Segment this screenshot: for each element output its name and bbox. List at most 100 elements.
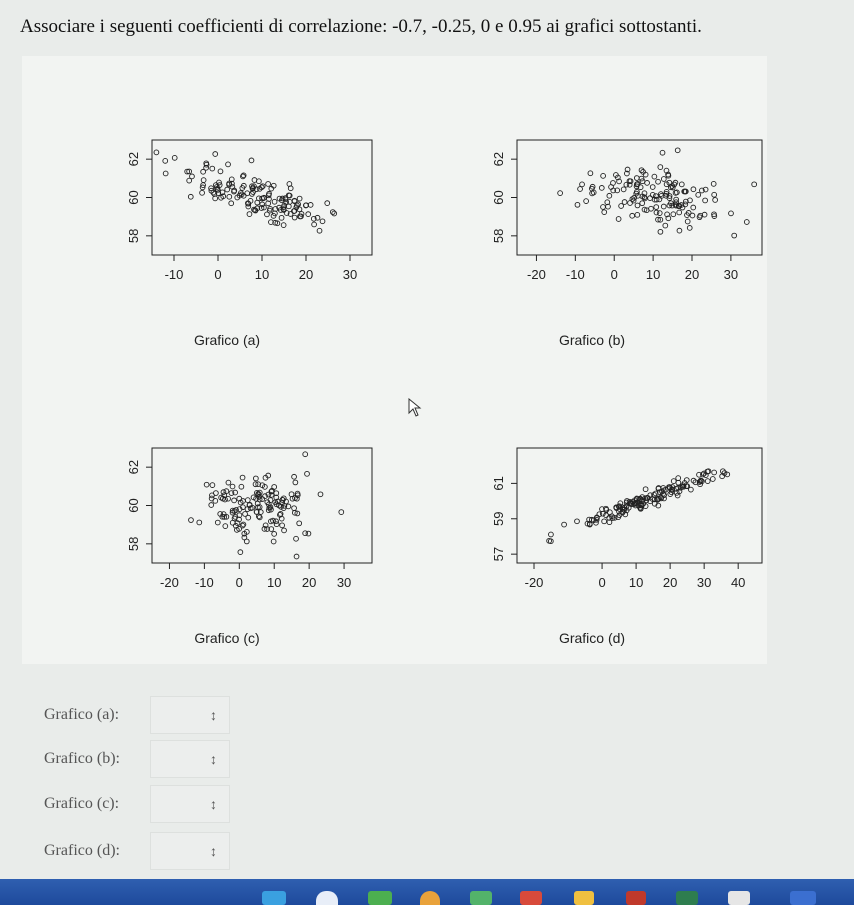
x-tick-label: 0 — [611, 267, 618, 282]
data-point — [219, 189, 226, 196]
data-point — [237, 549, 244, 556]
data-point — [678, 181, 685, 188]
data-point — [255, 504, 261, 511]
app-icon[interactable] — [470, 891, 492, 905]
data-point — [225, 479, 232, 486]
app-icon[interactable] — [368, 891, 392, 905]
data-point — [293, 535, 299, 542]
x-tick-label: -10 — [566, 267, 585, 282]
data-point — [603, 507, 610, 513]
data-point — [613, 504, 620, 511]
app-icon[interactable] — [676, 891, 698, 905]
data-point — [642, 171, 649, 178]
data-point — [250, 189, 256, 195]
x-tick-label: 20 — [685, 267, 699, 282]
data-point — [216, 182, 223, 188]
data-point — [329, 209, 336, 215]
data-point — [225, 495, 231, 502]
data-point — [220, 489, 227, 495]
data-point — [232, 489, 239, 496]
data-point — [653, 209, 660, 216]
data-point — [600, 204, 606, 210]
data-point — [209, 165, 216, 172]
data-point — [665, 171, 671, 178]
data-point — [228, 200, 235, 207]
data-point — [262, 493, 268, 499]
data-point — [557, 190, 563, 196]
data-point — [651, 491, 657, 498]
x-tick-label: 20 — [302, 575, 316, 590]
answer-label-a: Grafico (a): — [44, 706, 120, 723]
data-point — [280, 505, 287, 511]
data-point — [272, 499, 279, 506]
y-tick-label: 58 — [126, 229, 141, 243]
app-icon[interactable] — [520, 891, 542, 905]
data-point — [200, 168, 206, 175]
data-point — [675, 479, 682, 486]
plot-b: -20 -10 0 10 20 30 58 60 62 Grafico (b) — [407, 122, 777, 432]
figure-panel: -10 0 10 20 30 58 60 62 Grafico (a) -20 -10 0 10 20… — [22, 56, 767, 664]
data-point — [291, 208, 297, 214]
data-point — [285, 203, 292, 210]
data-point — [709, 476, 716, 482]
data-point — [215, 190, 222, 197]
data-point — [623, 499, 630, 506]
data-point — [264, 526, 270, 532]
data-point — [688, 486, 694, 493]
data-point — [579, 181, 585, 188]
data-point — [317, 491, 324, 498]
windows-icon[interactable] — [262, 891, 286, 905]
data-point — [634, 211, 641, 218]
data-point — [228, 176, 235, 183]
data-point — [615, 174, 621, 181]
data-point — [277, 511, 283, 518]
data-point — [666, 179, 673, 186]
answer-select-c[interactable]: ↕ — [150, 785, 230, 823]
data-point — [622, 511, 629, 518]
data-point — [274, 220, 281, 227]
data-point — [601, 518, 607, 525]
data-point — [217, 168, 224, 175]
data-point — [291, 473, 297, 480]
app-icon[interactable] — [626, 891, 646, 905]
data-point — [681, 480, 688, 486]
browser-icon[interactable] — [420, 891, 440, 905]
data-point — [229, 509, 236, 516]
answer-select-d[interactable]: ↕ — [150, 832, 230, 870]
data-point — [279, 522, 285, 529]
app-icon[interactable] — [728, 891, 750, 905]
data-point — [243, 538, 250, 545]
answer-label-c: Grafico (c): — [44, 795, 120, 812]
data-point — [269, 487, 275, 494]
data-point — [655, 178, 661, 185]
data-point — [239, 522, 246, 529]
data-point — [670, 478, 677, 484]
data-point — [673, 199, 680, 206]
data-point — [259, 201, 266, 208]
data-point — [184, 168, 191, 175]
data-point — [261, 526, 268, 532]
data-point — [687, 197, 693, 204]
data-point — [586, 520, 593, 527]
data-point — [591, 517, 597, 523]
answer-select-b[interactable]: ↕ — [150, 740, 230, 778]
app-icon[interactable] — [790, 891, 816, 905]
data-point — [629, 212, 636, 219]
data-point — [583, 198, 589, 204]
data-point — [641, 194, 648, 201]
x-tick-label: -20 — [525, 575, 544, 590]
search-icon[interactable] — [316, 891, 338, 905]
plot-a: -10 0 10 20 30 58 60 62 Grafico (a) — [42, 122, 412, 432]
data-point — [711, 469, 717, 476]
answer-select-a[interactable]: ↕ — [150, 696, 230, 734]
data-point — [162, 158, 169, 164]
folder-icon[interactable] — [574, 891, 594, 905]
data-point — [239, 185, 246, 191]
x-tick-label: 0 — [236, 575, 243, 590]
answer-label-b: Grafico (b): — [44, 750, 120, 767]
data-point — [212, 182, 219, 188]
data-point — [677, 484, 684, 491]
data-point — [226, 181, 232, 188]
data-point — [657, 216, 664, 223]
data-point — [604, 199, 611, 206]
